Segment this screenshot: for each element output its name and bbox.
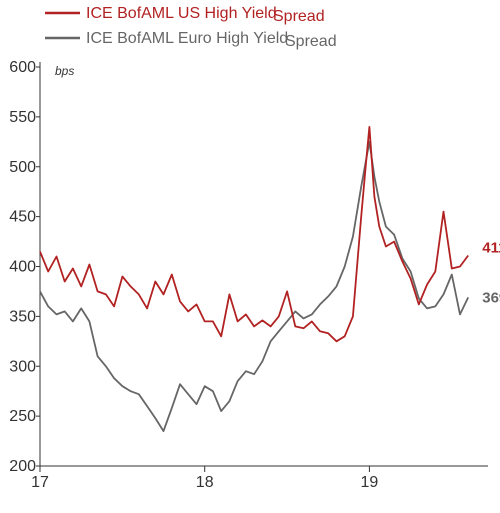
y-tick-label-450: 450: [9, 209, 36, 226]
series-layer: [39, 126, 470, 432]
legend-label-1-suffix: Spread: [273, 8, 325, 25]
series-line-1: [39, 126, 469, 343]
end-label-2: 369: [482, 289, 500, 306]
end-label-1: 411: [482, 240, 500, 257]
x-tick-label-18: 18: [196, 474, 214, 491]
end-labels: 411 369: [482, 240, 500, 307]
legend-label-2-suffix: Spread: [285, 33, 337, 50]
x-tick-label-19: 19: [361, 474, 379, 491]
y-tick-label-250: 250: [9, 408, 36, 425]
y-tick-label-550: 550: [9, 109, 36, 126]
y-tick-label-200: 200: [9, 458, 36, 475]
legend-label-1: ICE BofAML US High Yield: [86, 5, 277, 22]
x-tick-label-17: 17: [31, 474, 49, 491]
y-tick-label-400: 400: [9, 259, 36, 276]
y-tick-label-500: 500: [9, 159, 36, 176]
series-line-2: [39, 140, 470, 432]
y-tick-label-600: 600: [9, 59, 36, 76]
y-tick-label-300: 300: [9, 358, 36, 375]
y-unit-label: bps: [55, 64, 74, 78]
axes: 200 250 300 350 400 450 500 550 600 bps 17 18 19: [9, 59, 488, 491]
legend-label-2: ICE BofAML Euro High Yield: [86, 30, 288, 47]
y-tick-label-350: 350: [9, 308, 36, 325]
